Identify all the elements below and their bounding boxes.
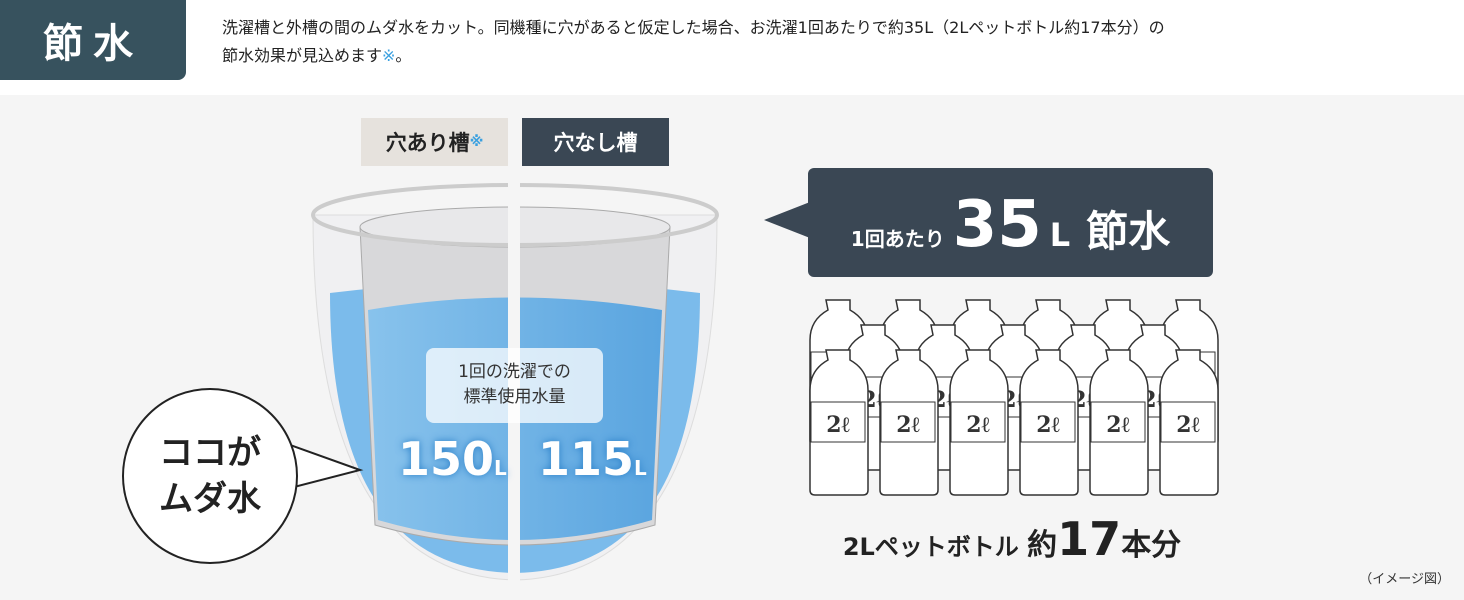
bottle-text: 2Lペットボトル: [842, 533, 1019, 561]
lead-end: 。: [395, 46, 412, 65]
saving-box: 1回あたり 35 L 節水: [808, 168, 1213, 277]
approx-label: 約: [1027, 528, 1058, 563]
lead-line-1: 洗濯槽と外槽の間のムダ水をカット。同機種に穴があると仮定した場合、お洗濯1回あた…: [222, 18, 1165, 37]
bottle-count: 17: [1057, 512, 1122, 566]
svg-text:2ℓ: 2ℓ: [1176, 412, 1200, 438]
callout-tail: [290, 444, 364, 489]
bottle: 2ℓ: [1159, 349, 1219, 496]
svg-text:2ℓ: 2ℓ: [1036, 412, 1060, 438]
amount-no-holes: 115L: [538, 432, 647, 486]
bottle-suffix: 本分: [1121, 528, 1182, 563]
saving-suffix: 節水: [1086, 207, 1171, 256]
info-line-2: 標準使用水量: [463, 387, 566, 407]
saving-prefix: 1回あたり: [850, 227, 945, 251]
label-with-holes: 穴あり槽 ※: [361, 118, 508, 166]
lead-text: 洗濯槽と外槽の間のムダ水をカット。同機種に穴があると仮定した場合、お洗濯1回あた…: [222, 14, 1422, 70]
svg-text:2ℓ: 2ℓ: [966, 412, 990, 438]
callout-line-2: ムダ水: [159, 479, 261, 519]
saving-unit: L: [1049, 216, 1071, 254]
bottle: 2ℓ: [879, 349, 939, 496]
amount-unit: L: [494, 456, 507, 480]
amount-value: 115: [538, 432, 635, 486]
amount-unit: L: [634, 456, 647, 480]
standard-water-info: 1回の洗濯での 標準使用水量: [426, 348, 603, 423]
bottle-equivalent: 2Lペットボトル 約17本分: [812, 512, 1212, 566]
bottle: 2ℓ: [1019, 349, 1079, 496]
bottle: 2ℓ: [809, 349, 869, 496]
waste-callout: ココが ムダ水: [122, 388, 298, 564]
footnote-mark: ※: [382, 46, 396, 65]
saving-number: 35: [952, 188, 1042, 262]
svg-text:2ℓ: 2ℓ: [1106, 412, 1130, 438]
lead-line-2-text: 節水効果が見込めます: [222, 46, 383, 65]
info-line-1: 1回の洗濯での: [458, 362, 571, 382]
svg-text:2ℓ: 2ℓ: [826, 412, 850, 438]
callout-line-1: ココが: [159, 433, 261, 473]
saving-box-tail: [764, 202, 810, 238]
svg-text:2ℓ: 2ℓ: [896, 412, 920, 438]
label-with-holes-text: 穴あり槽: [385, 131, 470, 155]
amount-value: 150: [398, 432, 495, 486]
image-note: （イメージ図）: [1359, 572, 1450, 587]
bottle: 2ℓ: [1089, 349, 1149, 496]
amount-with-holes: 150L: [398, 432, 507, 486]
lead-line-2: 節水効果が見込めます※。: [222, 42, 1422, 70]
label-no-holes: 穴なし槽: [522, 118, 669, 166]
bottles-illustration: 2ℓ2ℓ2ℓ2ℓ2ℓ2ℓ2ℓ2ℓ2ℓ2ℓ2ℓ2ℓ2ℓ2ℓ2ℓ2ℓ2ℓ: [809, 299, 1219, 496]
section-badge: 節水: [0, 0, 186, 80]
footnote-mark: ※: [469, 134, 484, 150]
bottle: 2ℓ: [949, 349, 1009, 496]
